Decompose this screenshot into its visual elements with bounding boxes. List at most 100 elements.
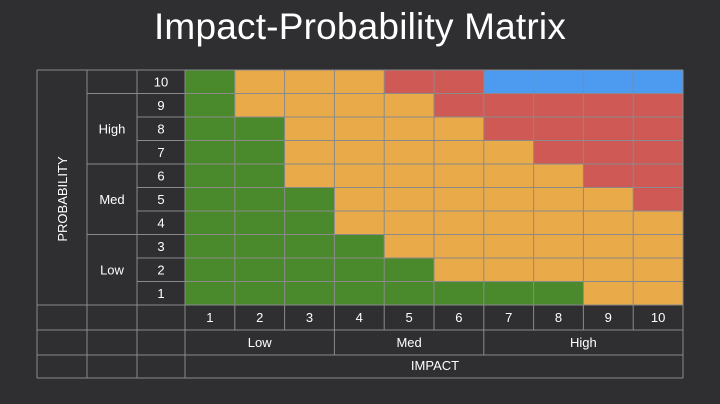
matrix-cell	[284, 234, 335, 259]
probability-level-label: 5	[157, 192, 164, 207]
impact-level-label: 2	[256, 310, 263, 325]
matrix-cell	[483, 281, 535, 306]
matrix-cell	[185, 258, 236, 282]
matrix-cell	[185, 70, 236, 94]
matrix-cell	[384, 117, 435, 141]
impact-level-label: 5	[405, 310, 412, 325]
matrix-cell	[234, 70, 286, 94]
matrix-cell	[284, 187, 335, 212]
matrix-cell	[284, 140, 335, 165]
matrix-cell	[334, 164, 385, 188]
matrix-cell	[633, 70, 684, 94]
matrix-cell	[185, 140, 236, 165]
matrix-cell	[185, 164, 236, 188]
matrix-cell	[533, 187, 584, 212]
matrix-cell	[284, 93, 335, 118]
matrix-cell	[483, 187, 535, 212]
probability-level-label: 3	[157, 239, 164, 254]
matrix-cell	[583, 164, 634, 188]
matrix-cell	[583, 281, 634, 306]
matrix-cell	[583, 93, 634, 118]
matrix-cell	[384, 93, 435, 118]
matrix-cell	[583, 140, 634, 165]
matrix-cell	[434, 93, 485, 118]
matrix-cell	[334, 93, 385, 118]
probability-group-label: Med	[99, 192, 124, 207]
matrix-cell	[633, 234, 684, 259]
impact-group-label: Med	[396, 335, 421, 350]
impact-level-label: 10	[651, 310, 665, 325]
impact-level-label: 6	[455, 310, 462, 325]
matrix-cell	[633, 164, 684, 188]
probability-axis-label: PROBABILITY	[55, 156, 70, 242]
matrix-cell	[284, 281, 335, 306]
probability-level-label: 4	[157, 215, 164, 230]
impact-level-label: 9	[605, 310, 612, 325]
matrix-cell	[384, 140, 435, 165]
matrix-cell	[284, 164, 335, 188]
impact-axis-label: IMPACT	[411, 358, 459, 373]
page-title: Impact-Probability Matrix	[153, 6, 567, 47]
matrix-cell	[483, 93, 535, 118]
matrix-cell	[533, 140, 584, 165]
matrix-cell	[483, 258, 535, 282]
matrix-cell	[583, 258, 634, 282]
matrix-cell	[434, 164, 485, 188]
matrix-cell	[334, 258, 385, 282]
matrix-cell	[533, 281, 584, 306]
matrix-cell	[334, 117, 385, 141]
matrix-cell	[434, 234, 485, 259]
matrix-cell	[633, 258, 684, 282]
impact-level-label: 1	[206, 310, 213, 325]
matrix-cell	[633, 140, 684, 165]
matrix-cell	[583, 211, 634, 235]
probability-level-label: 6	[157, 168, 164, 183]
matrix-cell	[234, 187, 286, 212]
matrix-cell	[185, 117, 236, 141]
impact-level-label: 8	[555, 310, 562, 325]
matrix-cell	[434, 70, 485, 94]
matrix-cell	[633, 281, 684, 306]
probability-group-label: Low	[100, 262, 124, 277]
impact-level-label: 7	[505, 310, 512, 325]
matrix-cell	[334, 211, 385, 235]
matrix-cell	[583, 187, 634, 212]
matrix-cell	[483, 234, 535, 259]
matrix-cell	[483, 70, 535, 94]
matrix-cell	[284, 211, 335, 235]
matrix-cell	[533, 70, 584, 94]
matrix-cell	[234, 117, 286, 141]
matrix-cell	[334, 234, 385, 259]
matrix-cell	[234, 93, 286, 118]
matrix-cell	[483, 164, 535, 188]
matrix-cell	[234, 211, 286, 235]
matrix-cell	[334, 70, 385, 94]
matrix-cells	[185, 70, 684, 306]
probability-group-label: High	[99, 121, 126, 136]
matrix-cell	[334, 281, 385, 306]
matrix-cell	[583, 70, 634, 94]
impact-level-label: 3	[306, 310, 313, 325]
matrix-cell	[483, 117, 535, 141]
matrix-cell	[533, 93, 584, 118]
matrix-cell	[583, 117, 634, 141]
matrix-cell	[434, 187, 485, 212]
impact-group-label: High	[570, 335, 597, 350]
matrix-cell	[533, 211, 584, 235]
matrix-cell	[384, 258, 435, 282]
grid-lines	[36, 69, 684, 379]
matrix-cell	[384, 70, 435, 94]
matrix-cell	[284, 258, 335, 282]
matrix-cell	[633, 93, 684, 118]
probability-level-label: 10	[154, 74, 168, 89]
matrix-cell	[434, 258, 485, 282]
matrix-cell	[384, 187, 435, 212]
matrix-cell	[234, 258, 286, 282]
matrix-cell	[384, 234, 435, 259]
matrix-cell	[633, 211, 684, 235]
matrix-cell	[234, 164, 286, 188]
matrix-cell	[185, 187, 236, 212]
probability-level-label: 8	[157, 121, 164, 136]
matrix-cell	[384, 281, 435, 306]
